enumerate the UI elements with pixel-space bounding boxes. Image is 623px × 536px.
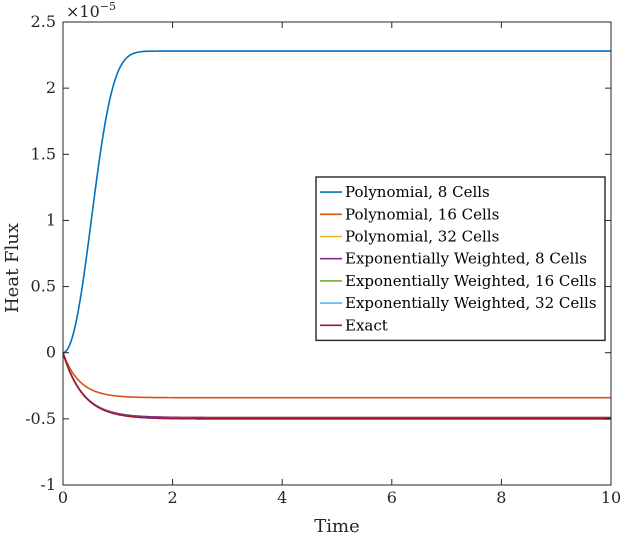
- x-tick-label: 6: [387, 488, 397, 507]
- series-line-3: [63, 352, 611, 419]
- legend-entry-label: Polynomial, 8 Cells: [345, 183, 490, 201]
- x-tick-label: 4: [277, 488, 287, 507]
- plot-area: [63, 50, 611, 420]
- axes-box: [62, 21, 612, 486]
- legend-entry-label: Exponentially Weighted, 8 Cells: [345, 250, 587, 268]
- y-exponent-power: −5: [100, 0, 116, 13]
- y-exponent-base: ×10: [66, 2, 100, 21]
- y-tick-label: 2: [46, 78, 56, 97]
- x-tick-label: 2: [168, 488, 178, 507]
- legend-entry-label: Polynomial, 16 Cells: [345, 205, 499, 223]
- series-line-6: [63, 352, 611, 420]
- y-tick-label: -0.5: [25, 409, 56, 428]
- y-tick-label: -1: [40, 475, 56, 494]
- y-tick-label: 1.5: [31, 144, 56, 163]
- legend-box: [315, 176, 606, 342]
- x-tick-label: 0: [58, 488, 68, 507]
- legend-entry-label: Polynomial, 32 Cells: [345, 228, 499, 246]
- legend-entry-label: Exponentially Weighted, 32 Cells: [345, 294, 597, 312]
- y-tick-label: 2.5: [31, 12, 56, 31]
- legend: Polynomial, 8 Cells Polynomial, 16 Cells P…: [315, 176, 606, 342]
- x-tick-label: 8: [496, 488, 506, 507]
- x-tick-label: 10: [601, 488, 621, 507]
- y-tick-label: 0.5: [31, 277, 56, 296]
- series-line-2: [63, 352, 611, 399]
- series-line-1: [63, 50, 611, 354]
- x-axis-label: Time: [314, 516, 359, 536]
- y-tick-label: 1: [46, 210, 56, 229]
- y-exponent-label: ×10−5: [66, 0, 116, 21]
- series-line-4: [63, 352, 611, 419]
- series-line-5: [63, 352, 611, 420]
- series-line-7: [63, 352, 611, 420]
- legend-entry-label: Exponentially Weighted, 16 Cells: [345, 272, 597, 290]
- axes: 0 2 4 6 8 10 -1 -0.5 0 0.5 1 1.5 2 2.5: [25, 12, 621, 507]
- legend-entry-label: Exact: [345, 316, 388, 334]
- y-axis-label: Heat Flux: [2, 223, 23, 313]
- y-tick-label: 0: [46, 343, 56, 362]
